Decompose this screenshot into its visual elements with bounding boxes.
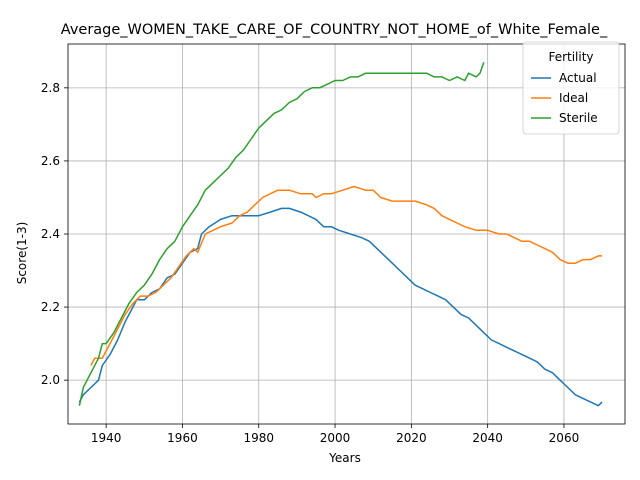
chart-title: Average_WOMEN_TAKE_CARE_OF_COUNTRY_NOT_H… <box>61 22 608 38</box>
legend-entry: Sterile <box>559 111 598 125</box>
legend-box <box>522 41 620 135</box>
x-tick-label: 1960 <box>167 431 198 445</box>
legend-title: Fertility <box>548 50 593 64</box>
y-axis-label: Score(1-3) <box>15 222 29 285</box>
y-tick-label: 2.6 <box>41 154 60 168</box>
x-tick-label: 2040 <box>472 431 503 445</box>
series-lines <box>78 62 603 407</box>
y-tick-label: 2.2 <box>41 300 60 314</box>
series-line-sterile <box>78 62 485 406</box>
x-tick-label: 2060 <box>549 431 580 445</box>
x-axis-label: Years <box>328 451 361 465</box>
x-tick-label: 1980 <box>243 431 274 445</box>
series-line-ideal <box>90 185 603 366</box>
legend: Fertility Actual Ideal Sterile <box>522 41 620 135</box>
x-tick-label: 2020 <box>396 431 427 445</box>
legend-entry: Actual <box>559 71 597 85</box>
grid-lines <box>68 44 625 424</box>
legend-entry: Ideal <box>559 91 588 105</box>
x-tick-label: 1940 <box>91 431 122 445</box>
y-tick-label: 2.4 <box>41 227 60 241</box>
y-tick-label: 2.8 <box>41 81 60 95</box>
axis-ticks: 1940 1960 1980 2000 2020 2040 2060 2.0 2.2 2.4 2.6… <box>41 81 579 445</box>
x-tick-label: 2000 <box>320 431 351 445</box>
series-line-actual <box>78 207 603 407</box>
y-tick-label: 2.0 <box>41 373 60 387</box>
